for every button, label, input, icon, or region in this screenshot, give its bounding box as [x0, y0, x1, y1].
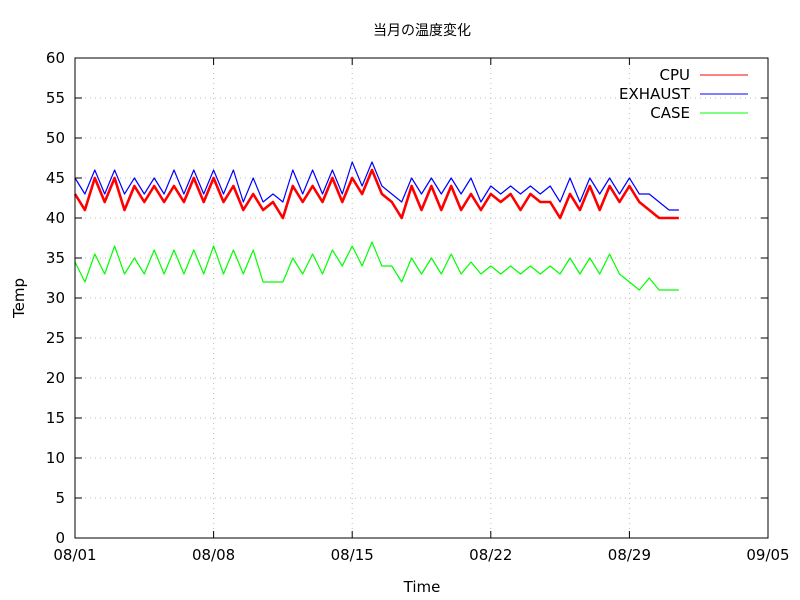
y-tick-label: 15 [46, 409, 65, 427]
y-tick-label: 35 [46, 249, 65, 267]
x-tick-label: 08/01 [53, 546, 96, 564]
y-tick-label: 30 [46, 289, 65, 307]
series-line-cpu [73, 168, 679, 220]
y-tick-label: 10 [46, 449, 65, 467]
y-tick-label: 20 [46, 369, 65, 387]
x-tick-label: 08/22 [469, 546, 512, 564]
legend-label-exhaust: EXHAUST [619, 85, 691, 103]
series-line-exhaust [74, 161, 679, 211]
legend-label-cpu: CPU [660, 66, 691, 84]
y-tick-label: 40 [46, 209, 65, 227]
y-tick-label: 5 [55, 489, 65, 507]
series-lines [73, 161, 679, 291]
grid-lines [75, 58, 768, 538]
legend-label-case: CASE [650, 104, 690, 122]
y-tick-label: 50 [46, 129, 65, 147]
plot-area-border [74, 57, 769, 539]
series-line-case [74, 241, 679, 291]
axis-ticks: 0 5 10 15 20 25 30 35 40 45 50 55 60 08/01 08/08 08/15 0… [46, 49, 790, 564]
x-tick-label: 08/29 [608, 546, 651, 564]
legend: CPU EXHAUST CASE [619, 66, 748, 122]
y-axis-title: Temp [10, 278, 28, 319]
x-tick-label: 08/15 [331, 546, 374, 564]
chart-title: 当月の温度変化 [373, 22, 471, 39]
y-tick-label: 45 [46, 169, 65, 187]
y-tick-label: 60 [46, 49, 65, 67]
x-axis-title: Time [403, 578, 441, 596]
y-tick-label: 55 [46, 89, 65, 107]
x-tick-label: 08/08 [192, 546, 235, 564]
y-tick-label: 25 [46, 329, 65, 347]
x-tick-label: 09/05 [746, 546, 789, 564]
y-tick-label: 0 [55, 529, 65, 547]
